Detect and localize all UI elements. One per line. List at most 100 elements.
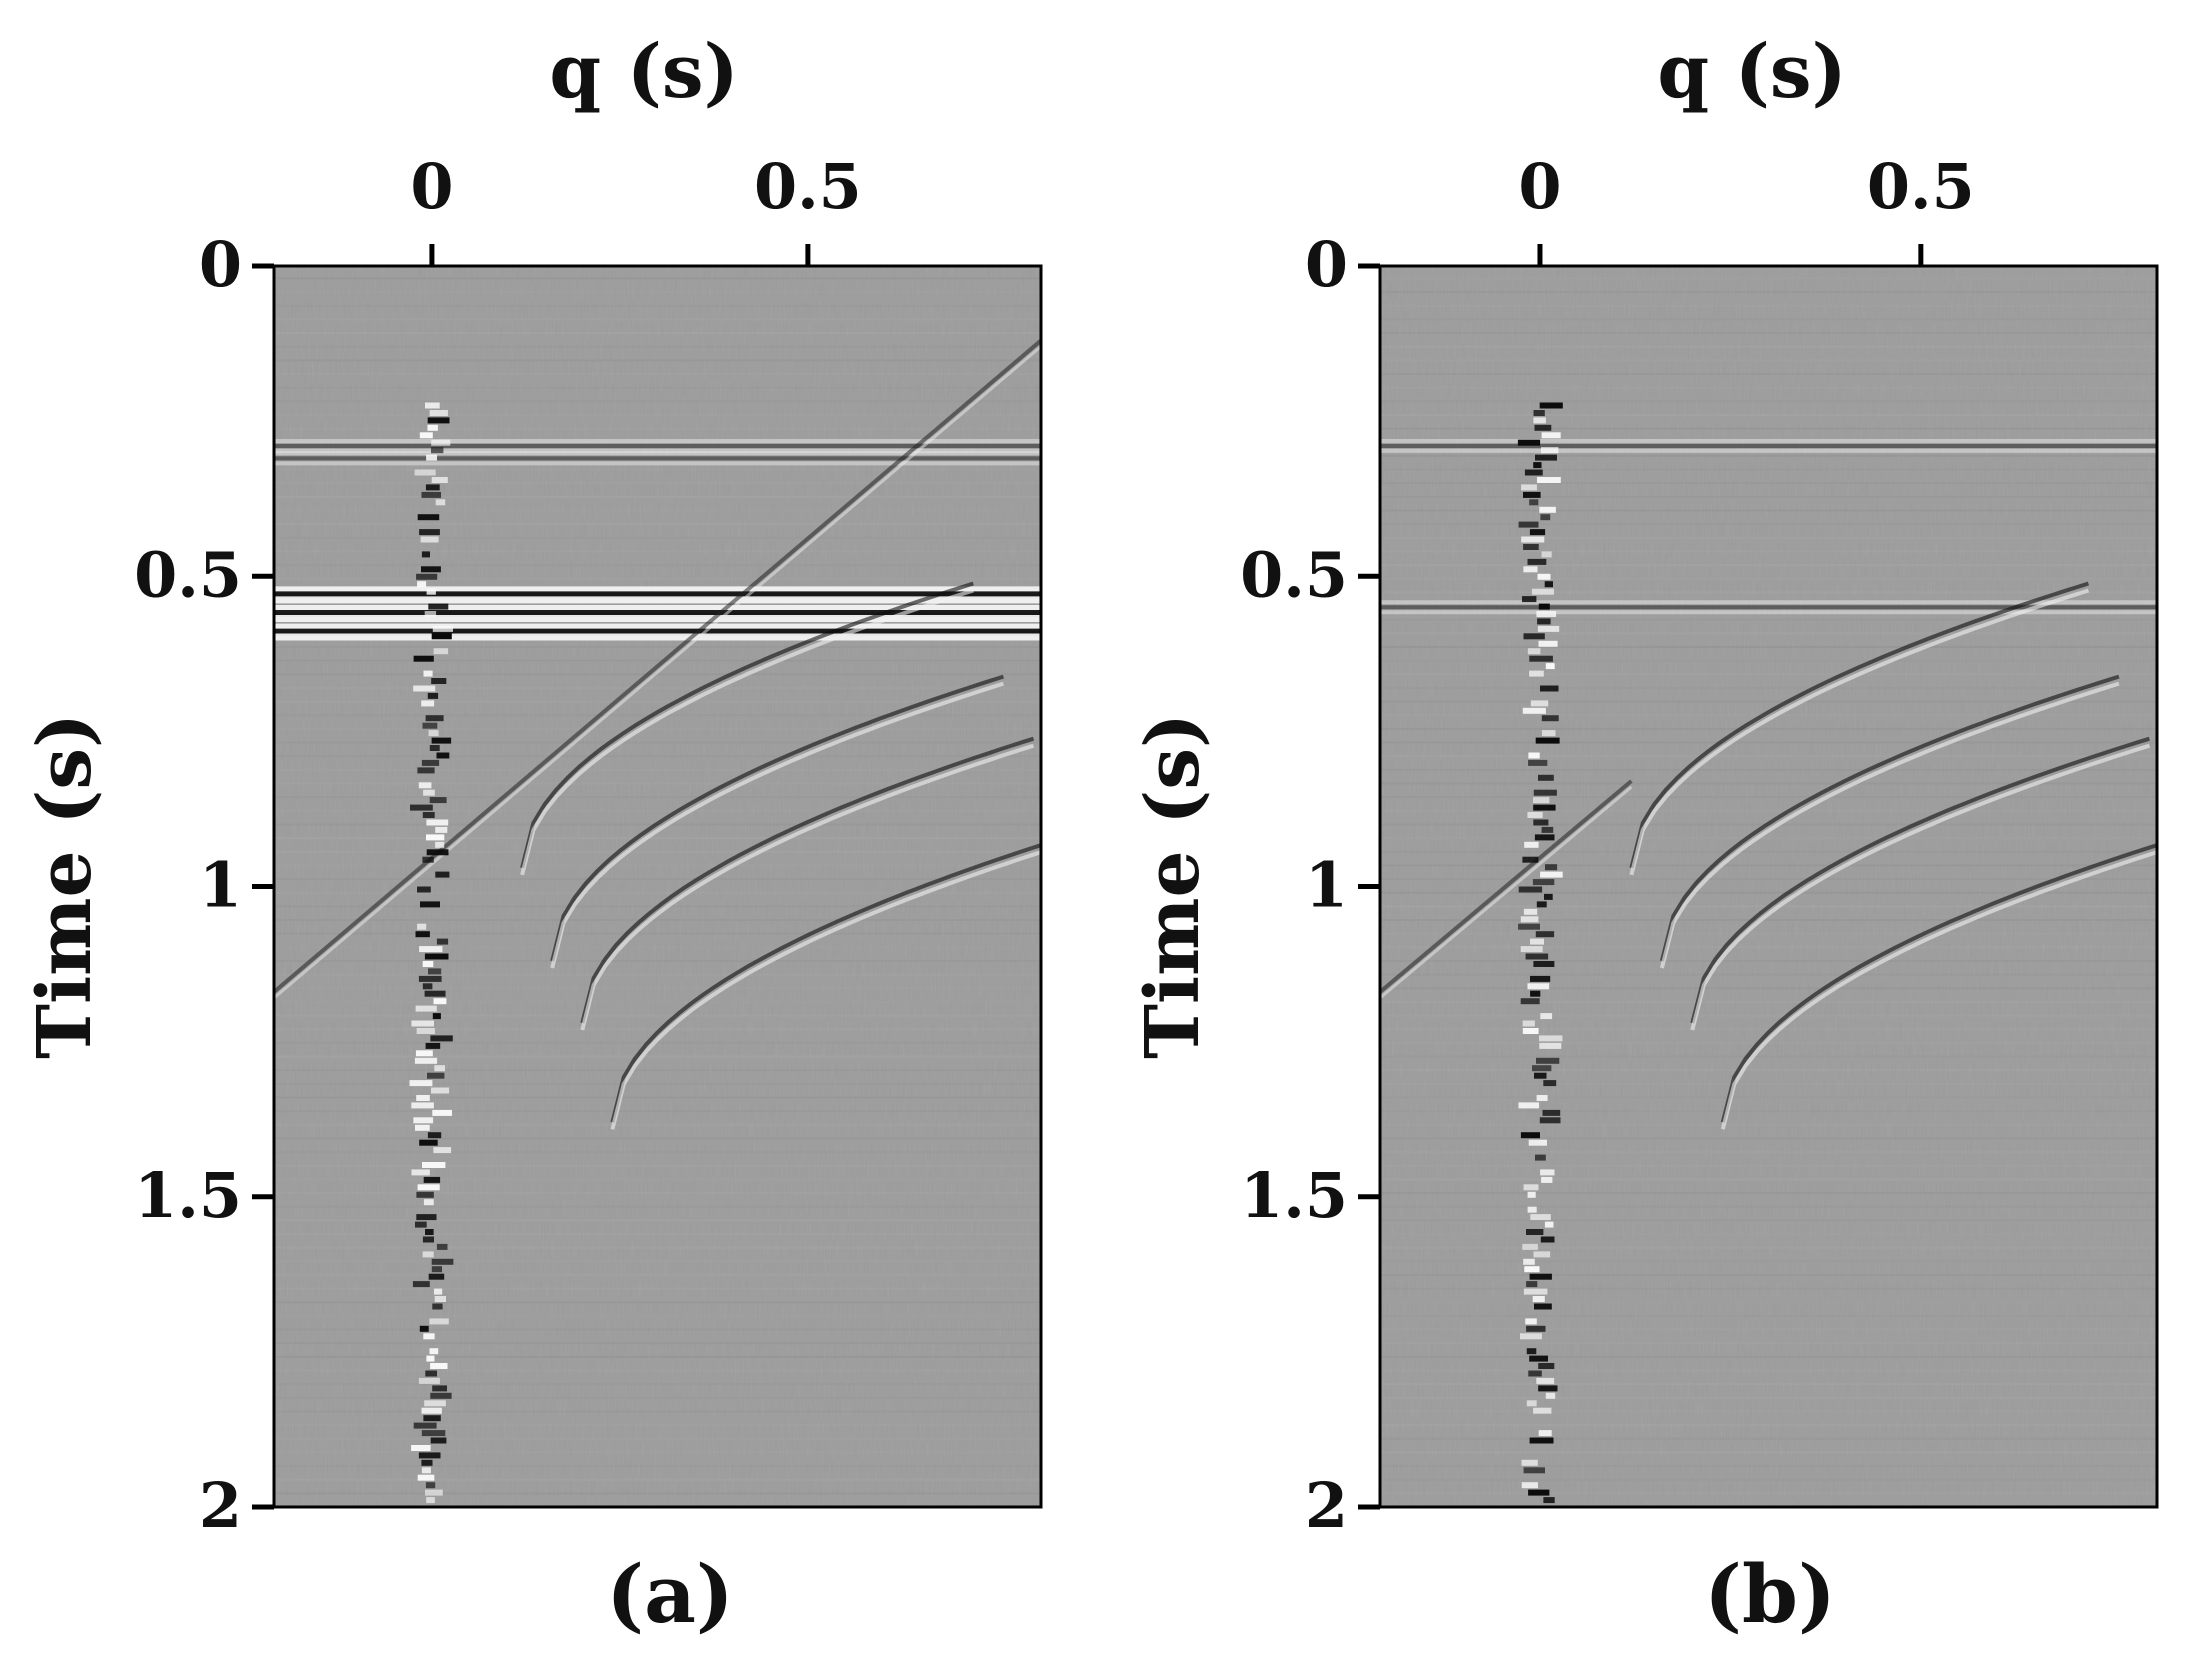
energy-band-mark <box>1517 439 1541 446</box>
energy-band-mark <box>1523 544 1539 550</box>
energy-band-mark <box>1539 1042 1562 1049</box>
energy-band-mark <box>421 551 430 558</box>
energy-band-mark <box>419 946 443 953</box>
energy-band-mark <box>421 700 435 707</box>
energy-band-mark <box>413 1117 434 1124</box>
y-tick-label: 0.5 <box>134 538 242 611</box>
panel-a-marks <box>274 277 1041 1504</box>
hyperbolic-event <box>1720 850 2157 1130</box>
energy-band-mark <box>415 1124 430 1131</box>
energy-band-mark <box>1520 1333 1542 1340</box>
energy-band-mark <box>431 447 444 454</box>
energy-band-mark <box>420 536 439 543</box>
energy-band-mark <box>1518 923 1540 930</box>
energy-band-mark <box>424 1400 446 1407</box>
energy-band-mark <box>1539 402 1563 409</box>
energy-band-mark <box>1529 499 1539 506</box>
energy-band-mark <box>428 730 439 737</box>
energy-band-mark <box>423 789 435 796</box>
energy-band-mark <box>427 1132 442 1139</box>
energy-band-mark <box>422 856 434 863</box>
energy-band-mark <box>1529 670 1544 677</box>
x-tick-label: 0.5 <box>1867 150 1975 223</box>
energy-band-mark <box>1538 1430 1552 1437</box>
energy-band-mark <box>418 1452 441 1459</box>
energy-band-mark <box>415 1005 437 1012</box>
energy-band-mark <box>1529 529 1546 536</box>
energy-band-mark <box>425 1370 437 1377</box>
energy-band-mark <box>1536 901 1547 908</box>
energy-band-mark <box>1522 856 1539 863</box>
energy-band-mark <box>1528 1489 1550 1496</box>
energy-band-mark <box>1541 432 1561 439</box>
energy-band-mark <box>1526 1281 1538 1288</box>
energy-band-mark <box>1527 812 1543 818</box>
energy-band-mark <box>409 1080 433 1087</box>
energy-band-mark <box>1531 588 1554 595</box>
energy-band-mark <box>1530 990 1541 997</box>
y-tick-label: 1 <box>199 849 242 922</box>
linear-event <box>1380 785 1633 1000</box>
energy-band-mark <box>418 782 432 789</box>
energy-band-mark <box>1523 1258 1535 1265</box>
energy-band-mark <box>1535 931 1555 938</box>
y-tick-label: 2 <box>199 1469 242 1542</box>
energy-band-mark <box>425 484 440 491</box>
energy-band-mark <box>1529 1273 1552 1280</box>
energy-band-mark <box>1528 1139 1547 1146</box>
energy-band-mark <box>1540 1013 1553 1020</box>
energy-band-mark <box>1543 1497 1555 1504</box>
energy-band-mark <box>416 1095 430 1101</box>
energy-band-mark <box>1545 663 1555 670</box>
energy-band-mark <box>1521 484 1537 491</box>
energy-band-mark <box>1541 551 1552 558</box>
energy-band-mark <box>412 1281 430 1288</box>
energy-band-mark <box>1533 417 1546 424</box>
energy-band-mark <box>1540 871 1563 878</box>
energy-band-mark <box>1526 1229 1544 1235</box>
energy-band-mark <box>431 439 451 446</box>
panel-b-texture <box>1380 266 2157 1507</box>
energy-band-mark <box>427 692 439 699</box>
energy-band-mark <box>431 633 452 640</box>
energy-band-mark <box>411 1102 434 1109</box>
energy-band-mark <box>1539 1117 1561 1124</box>
linear-event <box>1380 779 1633 994</box>
energy-band-mark <box>432 1385 447 1392</box>
energy-band-mark <box>417 514 440 521</box>
energy-band-mark <box>434 1296 446 1302</box>
energy-band-mark <box>429 1348 439 1355</box>
energy-band-mark <box>1536 611 1557 617</box>
energy-band-mark <box>1534 1303 1552 1310</box>
hyperbolic-event <box>1659 681 2120 969</box>
energy-band-mark <box>1544 581 1553 588</box>
energy-band-mark <box>415 1221 427 1228</box>
energy-band-mark <box>1526 1400 1537 1407</box>
hyperbolic-event <box>1629 581 2090 869</box>
energy-band-mark <box>1539 506 1556 513</box>
energy-band-mark <box>1522 1028 1539 1034</box>
energy-band-mark <box>429 745 440 751</box>
energy-band-mark <box>429 410 448 416</box>
energy-band-mark <box>1538 774 1554 781</box>
energy-band-mark <box>422 1236 434 1243</box>
energy-band-mark <box>432 1303 443 1310</box>
energy-band-mark <box>1540 514 1551 521</box>
energy-band-mark <box>426 1497 435 1504</box>
energy-band-mark <box>411 1169 430 1176</box>
energy-band-mark <box>1530 938 1544 945</box>
energy-band-mark <box>425 1489 443 1496</box>
hyperbolic-event <box>1690 743 2150 1031</box>
energy-band-mark <box>431 1087 450 1094</box>
energy-band-mark <box>418 975 442 982</box>
energy-band-mark <box>1521 1482 1538 1489</box>
energy-band-mark <box>1536 1057 1560 1064</box>
energy-band-mark <box>432 1013 441 1020</box>
energy-band-mark <box>1533 462 1542 469</box>
energy-band-mark <box>1534 424 1552 431</box>
energy-band-mark <box>410 804 433 811</box>
energy-band-mark <box>1533 804 1556 811</box>
energy-band-mark <box>1523 491 1541 498</box>
energy-band-mark <box>1527 648 1541 655</box>
energy-band-mark <box>417 923 427 930</box>
